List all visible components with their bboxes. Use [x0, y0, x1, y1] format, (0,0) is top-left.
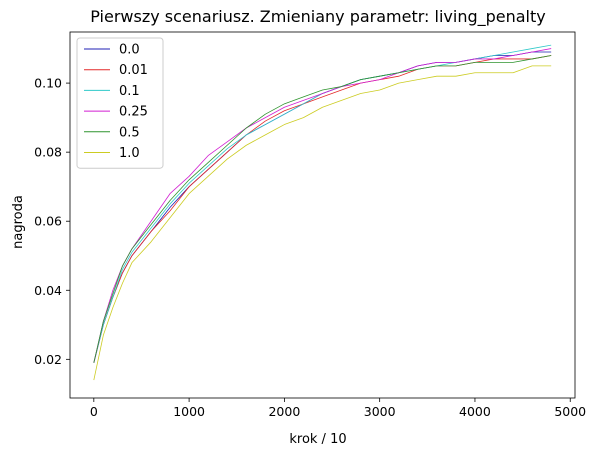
- series-lines: [93, 44, 552, 381]
- x-axis-ticks: 0 1000 2000 3000 4000 5000: [90, 398, 586, 419]
- legend-label: 0.01: [119, 63, 148, 78]
- legend-label: 0.25: [119, 105, 148, 120]
- legend: 0.0 0.01 0.1 0.25 0.5 1.0: [76, 37, 164, 169]
- y-tick-label: 0.08: [34, 145, 62, 160]
- x-tick-label: 3000: [364, 404, 396, 419]
- plot-frame: [69, 31, 576, 399]
- x-tick-label: 2000: [268, 404, 300, 419]
- y-tick-label: 0.04: [34, 283, 62, 298]
- x-tick-label: 1000: [173, 404, 205, 419]
- chart-title: Pierwszy scenariusz. Zmieniany parametr:…: [90, 7, 546, 27]
- legend-label: 0.5: [119, 125, 140, 140]
- y-tick-label: 0.10: [34, 76, 62, 91]
- y-axis-label: nagroda: [11, 195, 26, 249]
- legend-label: 0.1: [119, 84, 140, 99]
- y-tick-label: 0.02: [34, 352, 62, 367]
- y-tick-label: 0.06: [34, 214, 62, 229]
- x-tick-label: 0: [90, 404, 98, 419]
- legend-box: [76, 37, 164, 169]
- legend-label: 1.0: [119, 146, 140, 161]
- x-tick-label: 5000: [554, 404, 586, 419]
- x-tick-label: 4000: [459, 404, 491, 419]
- x-axis-label: krok / 10: [289, 432, 346, 447]
- y-axis-ticks: 0.02 0.04 0.06 0.08 0.10: [34, 76, 70, 367]
- legend-label: 0.0: [119, 43, 140, 58]
